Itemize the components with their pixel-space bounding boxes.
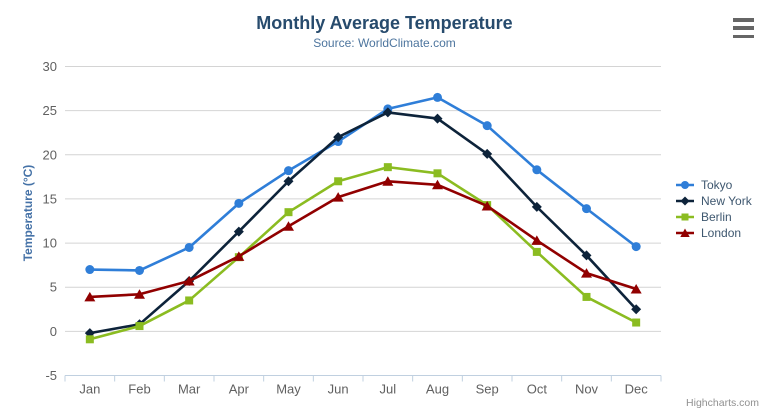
berlin-point[interactable] (284, 208, 293, 217)
london-point[interactable] (382, 176, 394, 186)
x-tick-label: Jun (328, 382, 349, 397)
tokyo-point[interactable] (532, 165, 542, 175)
y-tick-label: 30 (43, 59, 57, 74)
new-york-point[interactable] (581, 250, 592, 261)
london-point[interactable] (233, 251, 245, 261)
x-tick-label: Jan (79, 382, 100, 397)
x-axis (64, 375, 662, 382)
export-menu-button[interactable] (732, 17, 756, 39)
y-tick-label: 25 (43, 103, 57, 118)
london-point[interactable] (630, 283, 642, 294)
y-tick-label: 15 (43, 191, 57, 206)
london-point[interactable] (84, 291, 96, 302)
london-line (88, 179, 638, 299)
tokyo-point[interactable] (631, 242, 641, 252)
tokyo-point[interactable] (433, 92, 442, 102)
tokyo-point[interactable] (482, 121, 492, 131)
series-tokyo (85, 92, 641, 275)
y-tick-label: 10 (43, 236, 57, 251)
legend-label: New York (701, 194, 752, 208)
x-tick-label: Sep (476, 382, 499, 397)
legend-item-berlin[interactable]: Berlin (676, 209, 752, 225)
x-tick-label: Nov (575, 382, 599, 397)
x-axis-labels: Jan Feb Mar Apr May Jun Jul Aug Sep Oct Nov Dec (79, 382, 648, 397)
london-point[interactable] (432, 179, 443, 190)
london-point[interactable] (134, 289, 145, 299)
legend-label: Berlin (701, 210, 732, 224)
hamburger-icon (733, 34, 754, 38)
tokyo-point[interactable] (184, 242, 194, 252)
berlin-point[interactable] (582, 292, 591, 301)
tokyo-point[interactable] (135, 265, 144, 275)
x-tick-label: May (276, 382, 301, 397)
x-tick-label: Feb (128, 382, 150, 397)
legend-label: London (701, 226, 742, 240)
berlin-point[interactable] (383, 163, 392, 172)
new-york-point[interactable] (233, 226, 244, 237)
legend-item-london[interactable]: London (676, 225, 752, 241)
x-tick-label: Jul (380, 382, 397, 397)
y-tick-label: 0 (50, 324, 57, 339)
london-point[interactable] (581, 268, 592, 278)
series-london (84, 176, 642, 302)
new-york-point[interactable] (531, 201, 542, 212)
tokyo-point[interactable] (284, 166, 293, 176)
tokyo-point[interactable] (85, 265, 95, 275)
london-point[interactable] (481, 200, 493, 211)
x-tick-label: Mar (178, 382, 201, 397)
london-point[interactable] (283, 221, 294, 231)
x-tick-label: Oct (527, 382, 548, 397)
new-york-point[interactable] (482, 148, 493, 159)
berlin-point[interactable] (532, 247, 541, 256)
new-york-point[interactable] (283, 176, 294, 187)
x-tick-label: Apr (229, 382, 250, 397)
berlin-point[interactable] (85, 335, 94, 344)
legend-label: Tokyo (701, 178, 733, 192)
new-york-point[interactable] (382, 107, 393, 118)
legend-item-tokyo[interactable]: Tokyo (676, 177, 752, 193)
chart-title: Monthly Average Temperature (256, 13, 513, 33)
tokyo-point[interactable] (234, 198, 244, 208)
circle-legend-marker-icon (676, 181, 694, 189)
legend: Tokyo New York Berlin London (676, 177, 752, 241)
series-new-york (84, 107, 642, 339)
credits-link[interactable]: Highcharts.com (686, 397, 759, 409)
new-york-point[interactable] (333, 132, 344, 143)
square-legend-marker-icon (676, 213, 694, 221)
berlin-line (88, 165, 638, 341)
x-tick-label: Aug (426, 382, 449, 397)
berlin-point[interactable] (334, 177, 343, 186)
new-york-line (88, 111, 638, 335)
berlin-point[interactable] (135, 322, 144, 331)
chart-subtitle: Source: WorldClimate.com (313, 36, 456, 50)
london-point[interactable] (183, 276, 195, 286)
london-point[interactable] (531, 235, 543, 245)
new-york-point[interactable] (631, 304, 642, 315)
london-point[interactable] (332, 192, 344, 202)
berlin-point[interactable] (433, 169, 442, 178)
legend-item-new-york[interactable]: New York (676, 193, 752, 209)
y-tick-label: -5 (45, 368, 57, 383)
diamond-legend-marker-icon (676, 196, 694, 206)
triangle-legend-marker-icon (676, 228, 694, 237)
x-tick-label: Dec (625, 382, 649, 397)
y-tick-label: 5 (50, 280, 57, 295)
berlin-point[interactable] (632, 318, 641, 327)
new-york-point[interactable] (432, 113, 443, 124)
hamburger-icon (733, 18, 754, 22)
hamburger-icon (733, 26, 754, 30)
y-tick-label: 20 (43, 147, 57, 162)
berlin-point[interactable] (185, 296, 194, 305)
y-axis-labels: -5 0 5 10 15 20 25 30 (43, 59, 57, 383)
tokyo-point[interactable] (582, 204, 591, 214)
